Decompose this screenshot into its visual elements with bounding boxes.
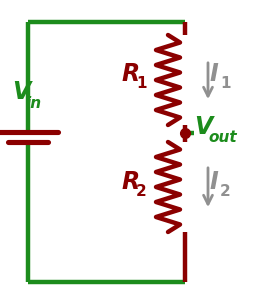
Text: R: R (122, 170, 140, 194)
Text: I: I (210, 62, 219, 86)
Text: V: V (12, 80, 30, 104)
Text: 1: 1 (136, 76, 146, 92)
Text: I: I (210, 170, 219, 194)
Text: 2: 2 (136, 184, 147, 200)
Text: R: R (122, 62, 140, 86)
Text: in: in (26, 97, 42, 112)
Text: out: out (208, 130, 237, 145)
Text: V: V (194, 115, 212, 139)
Text: 2: 2 (220, 184, 231, 200)
Text: 1: 1 (220, 76, 231, 92)
